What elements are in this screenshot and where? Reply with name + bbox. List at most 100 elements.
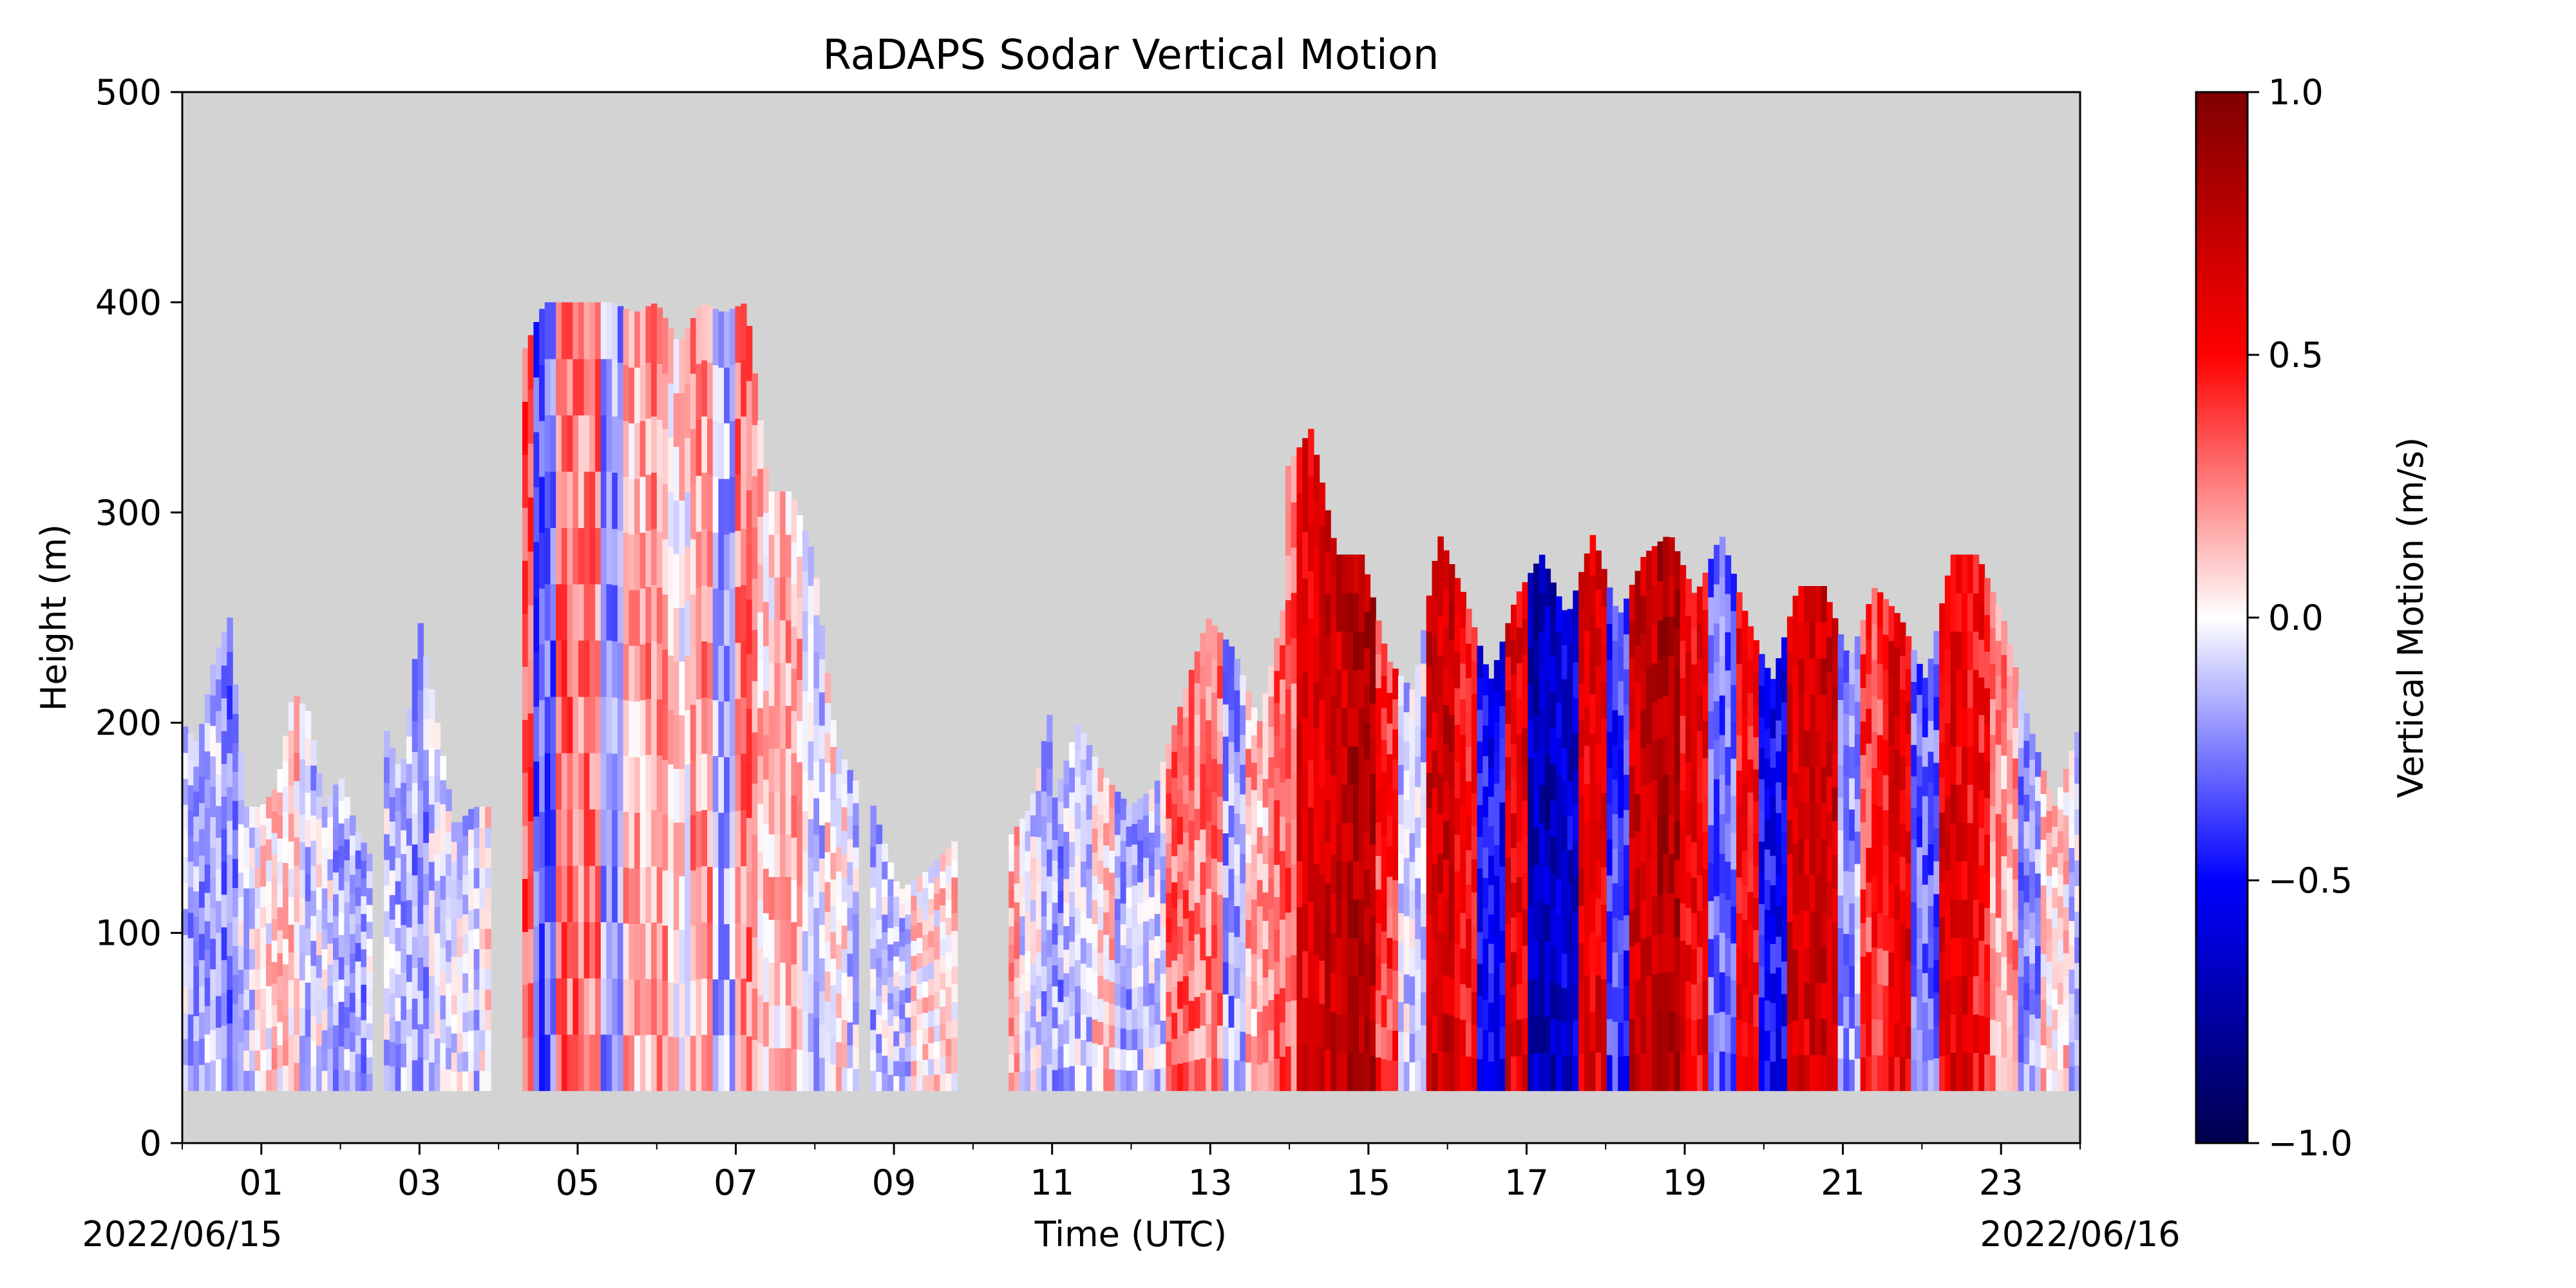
- heatmap-cell: [1606, 587, 1613, 624]
- heatmap-cell: [1228, 1027, 1235, 1059]
- heatmap-cell: [199, 855, 205, 882]
- heatmap-column: [1804, 586, 1810, 1092]
- heatmap-cell: [333, 1003, 339, 1026]
- heatmap-cell: [1448, 1015, 1455, 1054]
- heatmap-cell: [589, 865, 596, 922]
- heatmap-cell: [1092, 852, 1099, 876]
- heatmap-cell: [187, 1065, 194, 1092]
- heatmap-cell: [1821, 982, 1827, 1019]
- heatmap-cell: [1651, 663, 1658, 703]
- heatmap-cell: [2052, 1029, 2058, 1051]
- heatmap-cell: [1719, 734, 1726, 775]
- heatmap-cell: [1612, 675, 1619, 710]
- heatmap-cell: [216, 1027, 222, 1060]
- heatmap-column: [446, 789, 452, 1092]
- heatmap-cell: [1387, 937, 1394, 969]
- heatmap-cell: [533, 377, 540, 433]
- heatmap-cell: [780, 1005, 786, 1048]
- heatmap-cell: [583, 640, 591, 697]
- heatmap-cell: [1206, 956, 1212, 990]
- heatmap-cell: [187, 886, 194, 913]
- heatmap-column: [1194, 651, 1201, 1092]
- heatmap-cell: [893, 1075, 900, 1092]
- heatmap-cell: [2001, 889, 2008, 923]
- heatmap-column: [338, 778, 345, 1092]
- heatmap-cell: [533, 596, 540, 652]
- heatmap-cell: [1832, 786, 1839, 821]
- heatmap-cell: [1409, 890, 1416, 920]
- heatmap-cell: [1894, 715, 1900, 750]
- heatmap-cell: [1781, 799, 1788, 833]
- heatmap-cell: [1533, 639, 1540, 677]
- heatmap-cell: [243, 989, 250, 1010]
- heatmap-cell: [1624, 774, 1630, 810]
- heatmap-cell: [199, 776, 205, 803]
- heatmap-cell: [333, 850, 339, 873]
- heatmap-cell: [934, 1041, 941, 1059]
- heatmap-cell: [1595, 589, 1602, 629]
- heatmap-cell: [899, 889, 906, 904]
- heatmap-cell: [1398, 1001, 1405, 1032]
- heatmap-cell: [1702, 609, 1709, 647]
- heatmap-cell: [853, 891, 859, 914]
- heatmap-column: [1860, 620, 1867, 1092]
- heatmap-cell: [1821, 766, 1827, 803]
- heatmap-column: [271, 789, 278, 1092]
- heatmap-cell: [193, 841, 200, 867]
- heatmap-cell: [940, 854, 947, 872]
- heatmap-cell: [1426, 808, 1433, 844]
- heatmap-cell: [1499, 898, 1506, 931]
- heatmap-cell: [1798, 694, 1804, 731]
- heatmap-cell: [673, 929, 680, 984]
- heatmap-cell: [2012, 757, 2019, 789]
- heatmap-cell: [1019, 935, 1026, 956]
- heatmap-cell: [533, 980, 540, 1036]
- heatmap-cell: [1798, 1054, 1804, 1092]
- heatmap-column: [344, 797, 350, 1092]
- heatmap-cell: [1719, 576, 1726, 617]
- heatmap-cell: [1114, 834, 1121, 857]
- heatmap-cell: [668, 600, 674, 656]
- heatmap-cell: [533, 651, 540, 707]
- heatmap-cell: [1387, 723, 1394, 755]
- heatmap-cell: [1240, 705, 1246, 735]
- heatmap-cell: [2023, 1009, 2031, 1037]
- heatmap-cell: [774, 791, 781, 835]
- heatmap-cell: [1381, 643, 1388, 676]
- heatmap-cell: [1899, 756, 1906, 790]
- heatmap-cell: [1080, 759, 1087, 786]
- heatmap-cell: [876, 1071, 883, 1092]
- heatmap-column: [1126, 806, 1133, 1092]
- heatmap-cell: [327, 837, 334, 860]
- heatmap-cell: [1392, 1000, 1399, 1031]
- heatmap-cell: [1109, 850, 1115, 873]
- heatmap-cell: [1280, 987, 1286, 1023]
- heatmap-cell: [1973, 899, 1980, 938]
- heatmap-cell: [1759, 685, 1765, 717]
- heatmap-cell: [2001, 688, 2008, 723]
- heatmap-cell: [446, 853, 452, 876]
- heatmap-cell: [797, 844, 803, 886]
- heatmap-cell: [1815, 730, 1822, 767]
- heatmap-cell: [797, 721, 803, 762]
- heatmap-cell: [485, 949, 491, 970]
- heatmap-cell: [735, 698, 741, 755]
- heatmap-cell: [1601, 681, 1607, 719]
- heatmap-cell: [1821, 730, 1827, 767]
- heatmap-cell: [1148, 961, 1155, 983]
- heatmap-cell: [327, 1069, 334, 1092]
- heatmap-column: [1922, 677, 1929, 1092]
- heatmap-cell: [266, 1069, 272, 1092]
- heatmap-cell: [1206, 652, 1212, 687]
- heatmap-cell: [1657, 933, 1664, 974]
- heatmap-cell: [550, 865, 556, 922]
- heatmap-cell: [299, 759, 306, 787]
- heatmap-cell: [1601, 792, 1607, 831]
- heatmap-cell: [841, 996, 848, 1020]
- heatmap-cell: [1069, 1065, 1075, 1092]
- heatmap-cell: [785, 577, 792, 621]
- heatmap-cell: [1798, 766, 1804, 803]
- heatmap-cell: [1477, 963, 1484, 996]
- heatmap-cell: [1871, 983, 1878, 1019]
- heatmap-cell: [1567, 609, 1574, 644]
